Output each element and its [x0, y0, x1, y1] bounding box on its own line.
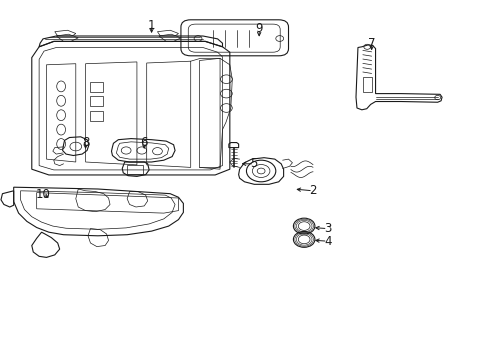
- Text: 4: 4: [323, 235, 331, 248]
- Text: 2: 2: [308, 184, 316, 197]
- Text: 1: 1: [147, 19, 155, 32]
- Text: 8: 8: [81, 136, 89, 149]
- Bar: [127, 165, 142, 174]
- Bar: [90, 111, 102, 121]
- Text: 6: 6: [140, 136, 148, 149]
- Bar: [90, 96, 102, 106]
- Text: 10: 10: [36, 188, 50, 201]
- Text: 5: 5: [250, 157, 258, 170]
- Bar: [362, 77, 371, 92]
- Text: 3: 3: [323, 222, 331, 235]
- Bar: [90, 82, 102, 92]
- Text: 9: 9: [255, 22, 263, 35]
- Text: 7: 7: [367, 37, 375, 50]
